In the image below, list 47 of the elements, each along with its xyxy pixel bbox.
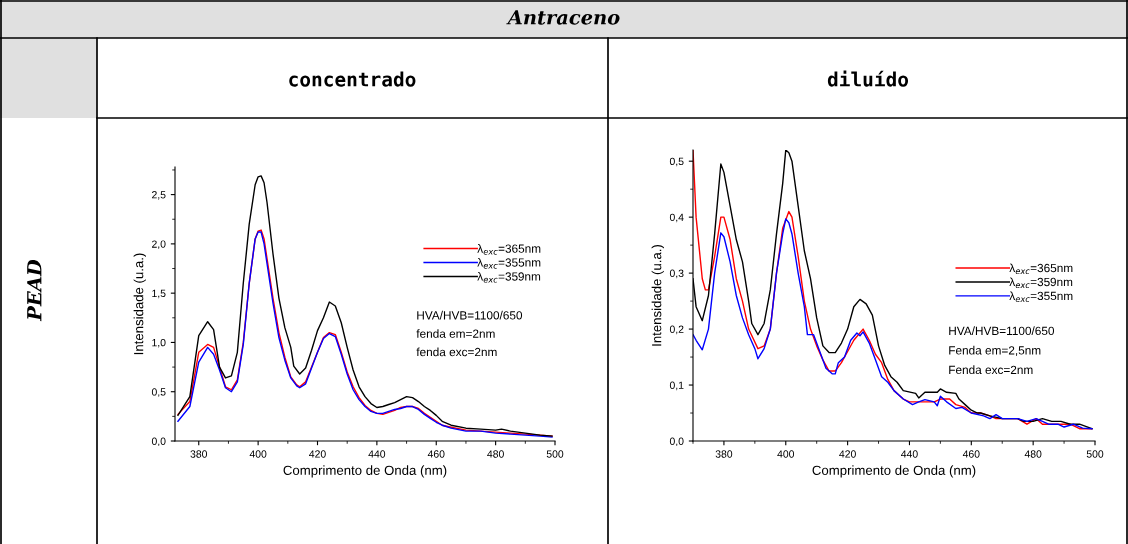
x-tick-label: 440 bbox=[368, 450, 386, 458]
y-tick-label: 0,5 bbox=[151, 388, 166, 397]
x-tick-label: 380 bbox=[715, 450, 733, 458]
chart-title: concentrado bbox=[289, 71, 416, 87]
x-tick-label: 400 bbox=[777, 450, 795, 458]
y-axis-title: Intensidade (u.a.) bbox=[651, 244, 664, 346]
annotation: Fenda em=2,5nm bbox=[949, 345, 1041, 356]
annotation: fenda em=2nm bbox=[416, 329, 495, 338]
line-series bbox=[693, 218, 1093, 430]
annotation: HVA/HVB=1100/650 bbox=[417, 310, 523, 320]
x-tick-label: 400 bbox=[249, 450, 267, 458]
legend-label: λ$_{exc}$=365nm bbox=[477, 244, 541, 255]
y-tick-label: 2,5 bbox=[152, 191, 166, 200]
x-tick-label: 380 bbox=[190, 450, 208, 458]
y-axis-title: Intensidade (u.a.) bbox=[133, 253, 146, 355]
x-tick-label: 420 bbox=[309, 450, 326, 458]
legend-label: λ$_{exc}$=365nm bbox=[1009, 263, 1073, 275]
annotation: Fenda exc=2nm bbox=[949, 365, 1033, 375]
y-tick-label: 0,1 bbox=[669, 381, 684, 391]
x-tick-label: 480 bbox=[1024, 450, 1042, 458]
y-tick-label: 2,0 bbox=[152, 240, 166, 249]
x-tick-label: 460 bbox=[427, 450, 445, 458]
x-axis-title: Comprimento de Onda (nm) bbox=[283, 465, 447, 478]
legend-label: λ$_{exc}$=359nm bbox=[1009, 277, 1073, 289]
x-tick-label: 500 bbox=[546, 450, 564, 458]
legend-label: λ$_{exc}$=359nm bbox=[477, 271, 541, 283]
y-tick-label: 0,3 bbox=[669, 269, 684, 279]
y-tick-label: 1,0 bbox=[152, 338, 166, 348]
x-tick-label: 500 bbox=[1086, 450, 1104, 458]
y-tick-label: 0,5 bbox=[669, 157, 684, 167]
y-tick-label: 0,2 bbox=[669, 325, 684, 335]
x-tick-label: 460 bbox=[962, 450, 980, 458]
text: Antraceno bbox=[506, 10, 620, 25]
y-tick-label: 0,0 bbox=[669, 437, 684, 447]
y-tick-label: 1,5 bbox=[152, 289, 166, 299]
x-tick-label: 440 bbox=[901, 450, 918, 458]
x-tick-label: 420 bbox=[839, 450, 856, 458]
x-axis-title: Comprimento de Onda (nm) bbox=[812, 465, 976, 478]
y-tick-label: 0,0 bbox=[151, 437, 166, 447]
chart-title: diluído bbox=[827, 70, 909, 87]
legend-label: λ$_{exc}$=355nm bbox=[477, 258, 541, 269]
annotation: fenda exc=2nm bbox=[416, 347, 497, 357]
y-tick-label: 0,4 bbox=[669, 213, 684, 223]
legend-label: λ$_{exc}$=355nm bbox=[1009, 291, 1073, 303]
x-tick-label: 480 bbox=[487, 450, 504, 458]
annotation: HVA/HVB=1100/650 bbox=[949, 326, 1055, 336]
text: PEAD bbox=[27, 259, 42, 322]
